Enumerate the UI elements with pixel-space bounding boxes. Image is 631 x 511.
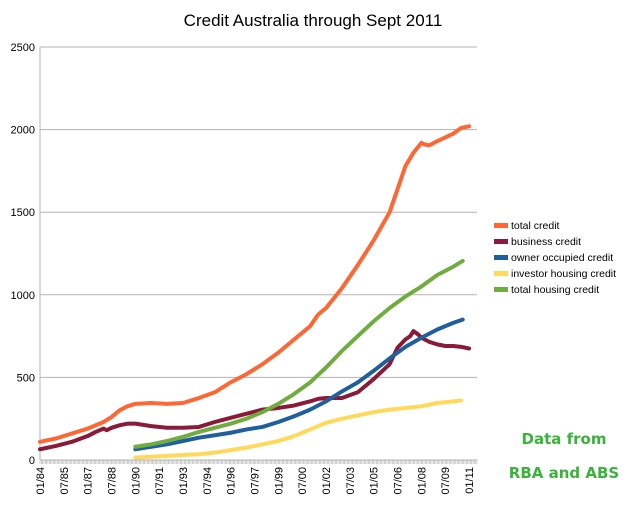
x-tick-label: 01/90 xyxy=(130,467,142,495)
series-line-total-housing-credit xyxy=(133,258,465,449)
y-tick-label: 0 xyxy=(29,455,35,467)
y-tick-label: 2000 xyxy=(11,125,35,137)
axes xyxy=(39,47,478,464)
x-tick-label: 07/91 xyxy=(154,467,166,495)
x-tick-label: 01/87 xyxy=(83,467,95,495)
x-tick-label: 07/00 xyxy=(297,467,309,495)
legend-label: business credit xyxy=(511,236,581,248)
x-tick-label: 07/09 xyxy=(440,467,452,495)
series-line-business-credit xyxy=(38,329,472,452)
x-tick-label: 01/11 xyxy=(464,467,476,494)
y-axis-ticks: 0 500 1000 1500 2000 2500 xyxy=(11,42,35,467)
x-tick-label: 01/05 xyxy=(369,467,381,495)
y-tick-label: 1500 xyxy=(11,207,35,219)
data-source-line-1: Data from xyxy=(521,430,607,448)
x-tick-label: 01/99 xyxy=(273,467,285,495)
x-tick-label: 01/96 xyxy=(226,467,238,495)
y-tick-label: 500 xyxy=(17,372,35,384)
legend: total credit business credit owner occupie… xyxy=(494,220,616,296)
x-tick-label: 07/06 xyxy=(393,467,405,495)
x-tick-label: 01/93 xyxy=(178,467,190,495)
x-minor-ticks xyxy=(39,460,478,464)
x-tick-label: 07/97 xyxy=(250,467,262,495)
series-line-owner-occupied-credit xyxy=(133,317,465,452)
x-tick-label: 07/85 xyxy=(59,467,71,495)
x-tick-label: 01/02 xyxy=(321,467,333,495)
legend-swatch xyxy=(494,239,508,244)
grid xyxy=(40,46,477,461)
legend-label: total housing credit xyxy=(511,284,599,296)
series-lines xyxy=(38,124,472,460)
x-axis-ticks: 01/84 07/85 01/87 07/88 01/90 07/91 01/93 07/94… xyxy=(35,467,476,495)
x-tick-label: 07/03 xyxy=(345,467,357,495)
legend-swatch xyxy=(494,255,508,260)
y-tick-label: 2500 xyxy=(11,42,35,54)
legend-label: total credit xyxy=(511,220,560,232)
chart-title: Credit Australia through Sept 2011 xyxy=(184,11,443,30)
x-tick-label: 07/94 xyxy=(202,467,214,495)
legend-swatch xyxy=(494,271,508,276)
series-line-total-credit xyxy=(38,124,472,444)
x-tick-label: 01/08 xyxy=(416,467,428,495)
series-line-investor-housing-credit xyxy=(133,398,464,460)
y-tick-label: 1000 xyxy=(11,290,35,302)
legend-label: investor housing credit xyxy=(511,268,616,280)
legend-swatch xyxy=(494,223,508,228)
x-tick-label: 07/88 xyxy=(107,467,119,495)
legend-label: owner occupied credit xyxy=(511,252,613,264)
data-source-line-2: RBA and ABS xyxy=(508,464,620,482)
x-tick-label: 01/84 xyxy=(35,467,47,495)
legend-swatch xyxy=(494,287,508,292)
